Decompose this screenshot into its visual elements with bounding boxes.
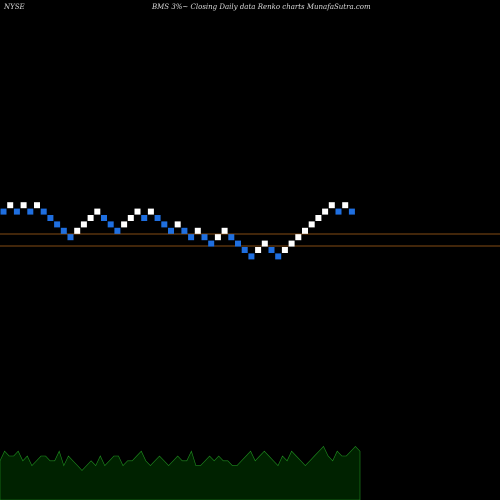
volume-area: [0, 445, 361, 500]
renko-brick-down: [27, 208, 34, 215]
renko-brick-up: [74, 227, 81, 234]
renko-brick-down: [67, 234, 74, 241]
renko-brick-down: [40, 208, 47, 215]
renko-brick-up: [80, 221, 87, 228]
renko-brick-up: [94, 208, 101, 215]
renko-brick-up: [308, 221, 315, 228]
renko-brick-up: [87, 215, 94, 221]
renko-brick-up: [7, 202, 14, 209]
renko-brick-up: [20, 202, 27, 209]
renko-brick-down: [0, 208, 7, 215]
renko-brick-down: [60, 227, 67, 234]
renko-brick-up: [214, 234, 221, 241]
renko-brick-down: [228, 234, 235, 241]
renko-brick-down: [348, 208, 355, 215]
renko-brick-up: [342, 202, 349, 209]
renko-brick-down: [208, 240, 215, 247]
chart-title: BMS 3%~ Closing Daily data Renko charts …: [152, 3, 371, 11]
renko-brick-up: [328, 202, 335, 209]
renko-brick-down: [13, 208, 20, 215]
renko-brick-up: [221, 227, 228, 234]
renko-brick-down: [47, 215, 54, 221]
renko-brick-down: [335, 208, 342, 215]
renko-brick-down: [107, 221, 114, 228]
renko-brick-down: [275, 253, 282, 260]
renko-brick-up: [121, 221, 128, 228]
renko-brick-up: [255, 247, 262, 253]
renko-brick-down: [248, 253, 255, 260]
renko-brick-down: [268, 247, 275, 253]
renko-brick-down: [154, 215, 161, 221]
exchange-label: NYSE: [4, 3, 25, 11]
renko-brick-down: [188, 234, 195, 241]
renko-brick-up: [194, 227, 201, 234]
renko-brick-down: [181, 227, 188, 234]
renko-brick-down: [161, 221, 168, 228]
renko-brick-up: [147, 208, 154, 215]
renko-brick-up: [281, 247, 288, 253]
renko-brick-up: [288, 240, 295, 247]
renko-brick-up: [322, 208, 329, 215]
renko-brick-up: [174, 221, 181, 228]
renko-brick-down: [101, 215, 107, 221]
renko-brick-down: [114, 227, 121, 234]
renko-brick-up: [302, 227, 308, 234]
renko-brick-up: [315, 215, 322, 221]
renko-brick-up: [134, 208, 141, 215]
renko-brick-up: [261, 240, 268, 247]
renko-brick-down: [201, 234, 208, 241]
renko-brick-down: [235, 240, 241, 247]
renko-brick-down: [54, 221, 61, 228]
renko-brick-down: [241, 247, 248, 253]
renko-brick-up: [34, 202, 40, 209]
renko-brick-down: [141, 215, 148, 221]
renko-brick-down: [168, 227, 174, 234]
renko-brick-up: [127, 215, 134, 221]
renko-brick-up: [295, 234, 302, 241]
